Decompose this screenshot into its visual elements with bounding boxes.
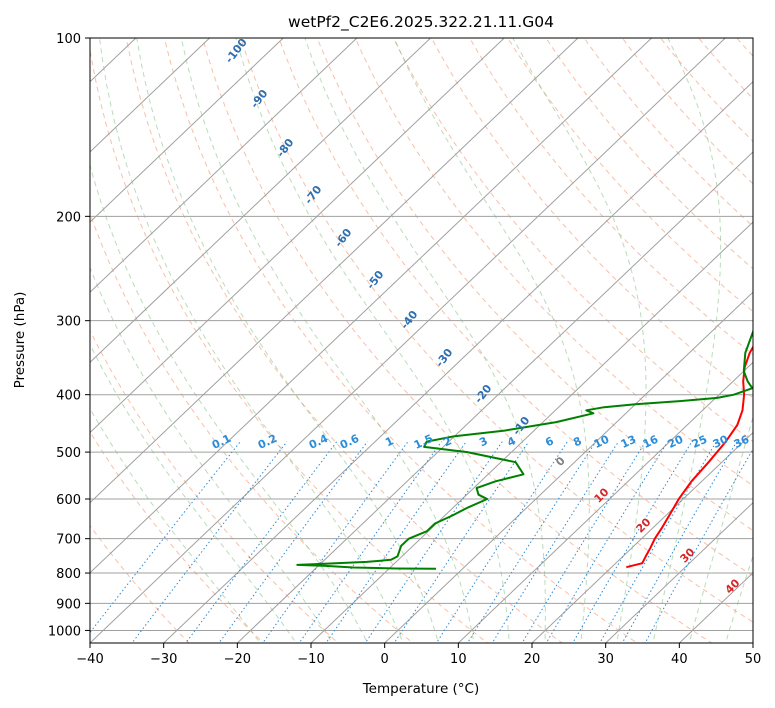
dry-adiabat: [202, 38, 713, 643]
moist-adiabat: [180, 38, 475, 643]
mixing-ratio-line: [521, 441, 647, 643]
chart-title: wetPf2_C2E6.2025.322.21.11.G04: [288, 13, 554, 32]
y-tick-label: 800: [56, 567, 81, 582]
dry-adiabat: [278, 38, 753, 577]
moist-adiabat: [136, 38, 440, 643]
isotherm: [90, 38, 432, 364]
y-tick-label: 300: [56, 315, 81, 330]
x-axis-label: Temperature (°C): [362, 681, 480, 697]
moist-adiabat: [304, 38, 546, 643]
mixing-ratio-line: [90, 441, 241, 634]
mixing-ratio-line: [545, 441, 669, 643]
moist-adiabat: [652, 38, 722, 643]
dewpoint-profile: [296, 328, 753, 570]
y-tick-label: 700: [56, 533, 81, 548]
dry-adiabat: [90, 430, 265, 643]
x-axis: −40 −30 −20 −10 0 10 20 30 40 50: [76, 643, 761, 667]
isotherm: [531, 431, 753, 643]
mixing-ratio-line: [621, 441, 738, 643]
isotherm: [90, 38, 505, 434]
moist-adiabat: [99, 38, 404, 643]
mixing-ratio-label: 10: [592, 433, 612, 451]
x-tick-label: −40: [76, 652, 103, 667]
isotherm: [604, 501, 753, 643]
x-tick-label: −30: [150, 652, 177, 667]
y-tick-label: 100: [56, 32, 81, 47]
mixing-ratio-line: [435, 441, 568, 643]
moist-adiabat: [393, 38, 590, 643]
isotherm: [383, 291, 753, 643]
isotherm: [90, 38, 211, 153]
background-lines: [90, 38, 753, 643]
y-tick-label: 1000: [48, 624, 81, 639]
mixing-ratio-line: [644, 448, 753, 643]
isotherm: [90, 38, 726, 643]
isotherm: [457, 361, 753, 643]
x-tick-label: 30: [597, 652, 614, 667]
dry-adiabat: [507, 38, 753, 313]
mixing-ratio-label: 30: [711, 433, 731, 451]
y-tick-label: 600: [56, 493, 81, 508]
mixing-ratio-line: [466, 441, 597, 643]
isotherm: [236, 151, 753, 643]
dry-adiabat: [240, 38, 753, 623]
temperature-profile: [626, 345, 753, 569]
mixing-ratio-line: [572, 441, 693, 643]
plot-frame: [89, 37, 754, 644]
mixing-ratio-line: [599, 441, 717, 643]
isotherm: [90, 38, 579, 504]
x-tick-label: 0: [381, 652, 389, 667]
isotherm: [162, 81, 753, 643]
x-tick-label: −20: [224, 652, 251, 667]
isotherm: [90, 38, 653, 574]
isotherm: [310, 221, 753, 643]
x-tick-label: 40: [671, 652, 688, 667]
dry-adiabat: [125, 38, 564, 643]
x-tick-label: 50: [745, 652, 762, 667]
isotherm: [90, 38, 358, 293]
y-tick-label: 500: [56, 446, 81, 461]
dry-adiabat: [392, 38, 753, 443]
mixing-ratio-line: [131, 441, 288, 643]
mixing-ratio-label: 25: [690, 433, 709, 451]
y-tick-label: 900: [56, 597, 81, 612]
mixing-ratio-line: [325, 441, 467, 643]
mixing-ratio-line: [298, 441, 443, 643]
dry-adiabat: [354, 38, 753, 487]
moist-adiabat: [90, 163, 369, 643]
y-tick-label: 200: [56, 210, 81, 225]
mixing-ratio-label: 36: [732, 433, 752, 451]
mixing-ratio-label: 13: [619, 433, 638, 451]
dry-adiabat: [163, 38, 638, 643]
profile-lines: [296, 328, 753, 570]
dry-adiabat: [316, 38, 753, 532]
moist-adiabat: [512, 38, 647, 643]
x-tick-label: 10: [450, 652, 467, 667]
isotherm: [90, 38, 284, 223]
mixing-ratio-label: 20: [666, 433, 686, 451]
y-tick-label: 400: [56, 389, 81, 404]
mixing-ratio-line: [491, 441, 619, 643]
dry-adiabat: [90, 46, 489, 643]
x-tick-label: 20: [524, 652, 541, 667]
y-axis-label: Pressure (hPa): [12, 292, 28, 389]
mixing-ratio-line: [218, 441, 368, 643]
y-axis: 100 200 300 400 500 600 700 800 900 1000: [48, 32, 90, 639]
x-tick-label: −10: [297, 652, 324, 667]
mixing-ratio-label: 16: [641, 433, 661, 451]
